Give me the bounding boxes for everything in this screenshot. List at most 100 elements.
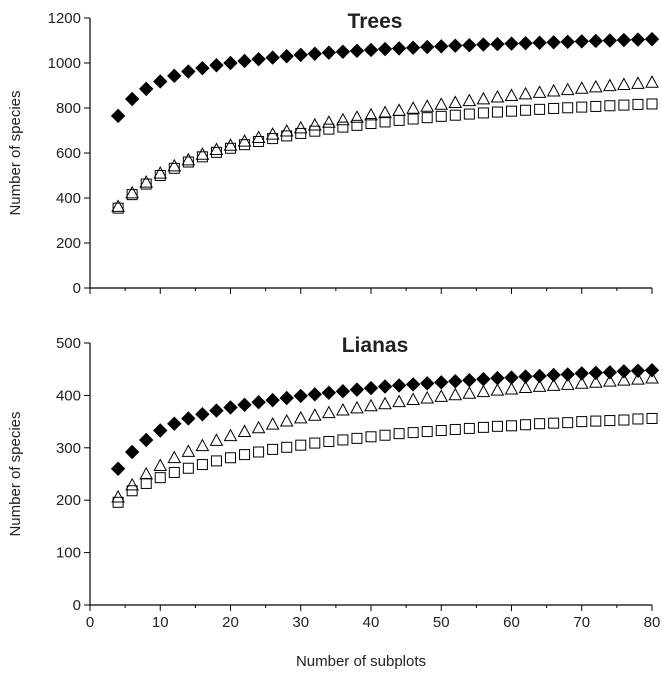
panel-2-series-2-point (546, 378, 561, 391)
panel-1-series-1-point (237, 53, 252, 69)
panel-1-series-3-point (534, 103, 546, 115)
panel-1-series-2-point (167, 158, 182, 172)
panel-2-series-2-point (111, 489, 125, 503)
panel-1-series-3-point (576, 101, 588, 113)
panel-2-series-3-point (196, 459, 208, 471)
panel-1-series-1-point (335, 44, 351, 59)
panel-1-series-1-point (153, 74, 168, 89)
panel-1-series-1-point (293, 47, 308, 63)
panel-1-series-2-point (111, 199, 125, 212)
panel-1-series-2-point (322, 115, 336, 128)
panel-2-series-1-point (546, 367, 561, 383)
panel-2-series-2-point (195, 438, 210, 452)
panel-2-series-2-point (350, 400, 364, 414)
panel-1-series-2-point (279, 123, 294, 137)
panel-1-series-2-point (223, 138, 238, 151)
panel-2-x-tick-label: 70 (573, 614, 590, 631)
panel-2-series-2-point (588, 375, 603, 388)
panel-2-series-1-point (476, 371, 491, 387)
panel-1-series-1-point (391, 41, 407, 56)
panel-2-series-3-point (239, 449, 251, 461)
panel-2-series-2-point (645, 370, 659, 384)
panel-2-series-1-point (574, 366, 589, 381)
panel-2-x-tick-label: 10 (152, 614, 169, 631)
panel-2-series-3-point (225, 452, 236, 464)
panel-1-series-3-point (295, 127, 307, 139)
panel-2-x-tick-label: 30 (292, 614, 309, 631)
panel-1-series-1-point (181, 64, 196, 79)
panel-2-series-3-point (618, 414, 630, 426)
panel-1-y-tick-label: 800 (56, 100, 81, 117)
panel-2-series-1-point (532, 368, 547, 384)
panel-2-series-2-point (504, 381, 519, 395)
panel-2-series-3-point (548, 417, 560, 429)
panel-2-y-axis-title: Number of species (7, 411, 24, 536)
panel-1-series-3-point (210, 146, 222, 158)
panel-2-series-2-point (518, 380, 533, 393)
panel-2-series-1-point (630, 363, 646, 378)
panel-2-series-1-point (237, 397, 252, 413)
panel-2-series-1-point (602, 365, 618, 380)
panel-2-series-1-point (251, 395, 266, 410)
panel-2-series-1-point (405, 377, 421, 392)
panel-2-series-3-point (309, 437, 321, 449)
panel-1-series-3-point (604, 100, 616, 112)
panel-2-series-3-point (253, 446, 265, 458)
panel-2-series-1-point (124, 444, 140, 460)
panel-1-series-2-point (574, 81, 589, 94)
panel-2-series-3-point (632, 413, 644, 425)
panel-1-series-1-point (349, 43, 365, 59)
panel-2-series-2-point (251, 420, 266, 434)
panel-2-series-3-point (295, 439, 307, 451)
panel-1-series-1-point (419, 39, 435, 55)
panel-2-series-1-point (321, 385, 337, 400)
panel-2-y-tick-label: 500 (56, 335, 81, 352)
panel-2-series-1-point (560, 367, 575, 382)
panel-2-x-axis-title: Number of subplots (296, 653, 426, 670)
panel-2-series-2-point (293, 410, 308, 424)
panel-1-series-1-point (251, 51, 266, 67)
panel-2-series-2-point (560, 377, 575, 390)
panel-2-series-3-point (520, 419, 532, 431)
panel-2-series-2-point (476, 384, 491, 398)
panel-2-series-2-point (307, 408, 322, 421)
panel-2-series-3-point (463, 422, 475, 434)
panel-2-series-3-point (506, 420, 517, 432)
panel-1-series-1-point (560, 34, 575, 50)
panel-2-series-2-point (181, 444, 196, 457)
panel-1-series-2-point (617, 77, 631, 90)
panel-1-y-axis-title: Number of species (7, 90, 24, 215)
panel-1-series-3-point (309, 125, 321, 137)
panel-2-series-2-point (490, 383, 505, 396)
panel-1-series-2-point (546, 83, 561, 97)
panel-2-series-3-point (210, 455, 222, 467)
panel-1-series-1-point (405, 40, 421, 55)
panel-2-series-3-point (126, 485, 138, 497)
panel-1-series-3-point (154, 170, 166, 181)
panel-1-series-1-point (279, 49, 294, 64)
panel-1-series-1-point (138, 81, 154, 97)
panel-2-series-1-point (110, 461, 126, 476)
panel-2-series-2-point (420, 390, 435, 404)
panel-1-series-3-point (407, 113, 419, 125)
panel-1-series-3-point (140, 178, 152, 190)
panel-2-series-2-point (631, 372, 645, 385)
panel-2-y-tick-label: 300 (56, 440, 81, 457)
panel-2-series-3-point (154, 472, 166, 484)
panel-2-series-2-point (265, 417, 280, 430)
panel-1-series-3-point (112, 202, 124, 214)
panel-1-series-2-point (392, 103, 406, 116)
panel-2-series-3-point (267, 443, 279, 455)
panel-2-series-2-point (237, 424, 252, 437)
panel-1-series-1-point (574, 34, 589, 49)
panel-2-series-1-point (279, 390, 294, 406)
panel-1-series-2-point (631, 76, 645, 89)
panel-2-series-3-point (421, 426, 433, 438)
panel-2-series-3-point (182, 462, 194, 474)
panel-1-series-1-point (616, 32, 632, 48)
panel-2-series-1-point (209, 403, 224, 418)
panel-2-series-2-point (139, 466, 154, 480)
panel-2-y-tick-label: 0 (73, 597, 81, 614)
panel-1-series-2-point (518, 86, 533, 100)
